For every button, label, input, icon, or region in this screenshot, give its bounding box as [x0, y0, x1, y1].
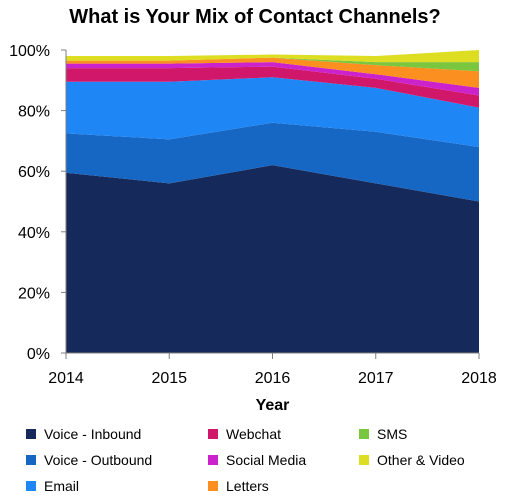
legend-label: Email: [44, 478, 80, 494]
x-tick-label: 2018: [461, 370, 497, 387]
y-tick-label: 20%: [18, 285, 50, 302]
y-tick-label: 100%: [9, 43, 50, 60]
area-social-media: [66, 62, 479, 96]
y-tick-label: 60%: [18, 164, 50, 181]
legend-item-letters: Letters: [208, 476, 269, 496]
chart-title: What is Your Mix of Contact Channels?: [69, 6, 441, 28]
legend-swatch: [359, 455, 369, 465]
x-tick-label: 2014: [48, 370, 84, 387]
legend-swatch: [26, 481, 36, 491]
legend-swatch: [26, 455, 36, 465]
area-other-and-video: [66, 50, 479, 63]
y-tick-label: 80%: [18, 104, 50, 121]
legend-swatch: [208, 429, 218, 439]
x-axis-title: Year: [256, 397, 290, 414]
area-letters: [66, 57, 479, 88]
legend-label: Other & Video: [377, 452, 465, 468]
area-webchat: [66, 66, 479, 108]
areas-layer: [66, 50, 479, 353]
axes-layer: 0% 20% 40% 60% 80% 100% 2014 2015 2016 2017 2018: [9, 43, 497, 387]
legend-swatch: [208, 481, 218, 491]
legend-label: SMS: [377, 426, 408, 442]
area-voice-outbound: [66, 122, 479, 202]
chart-legend: Voice - Inbound Voice - Outbound Email Webc…: [0, 424, 510, 500]
legend-item-social-media: Social Media: [208, 450, 306, 470]
legend-swatch: [26, 429, 36, 439]
legend-item-email: Email: [26, 476, 79, 496]
y-tick-label: 40%: [18, 225, 50, 242]
legend-item-other-and-video: Other & Video: [359, 450, 465, 470]
legend-item-webchat: Webchat: [208, 424, 281, 444]
area-sms: [66, 57, 479, 72]
legend-swatch: [208, 455, 218, 465]
x-tick-label: 2016: [255, 370, 291, 387]
legend-swatch: [359, 429, 369, 439]
x-tick-label: 2015: [151, 370, 187, 387]
legend-item-voice-outbound: Voice - Outbound: [26, 450, 152, 470]
legend-label: Voice - Outbound: [44, 452, 153, 468]
legend-label: Voice - Inbound: [44, 426, 142, 442]
y-tick-label: 0%: [27, 346, 50, 363]
legend-label: Social Media: [226, 452, 307, 468]
x-tick-label: 2017: [358, 370, 394, 387]
legend-label: Letters: [226, 478, 269, 494]
legend-item-sms: SMS: [359, 424, 407, 444]
area-voice-inbound: [66, 165, 479, 353]
legend-item-voice-inbound: Voice - Inbound: [26, 424, 141, 444]
area-email: [66, 77, 479, 147]
legend-label: Webchat: [226, 426, 281, 442]
